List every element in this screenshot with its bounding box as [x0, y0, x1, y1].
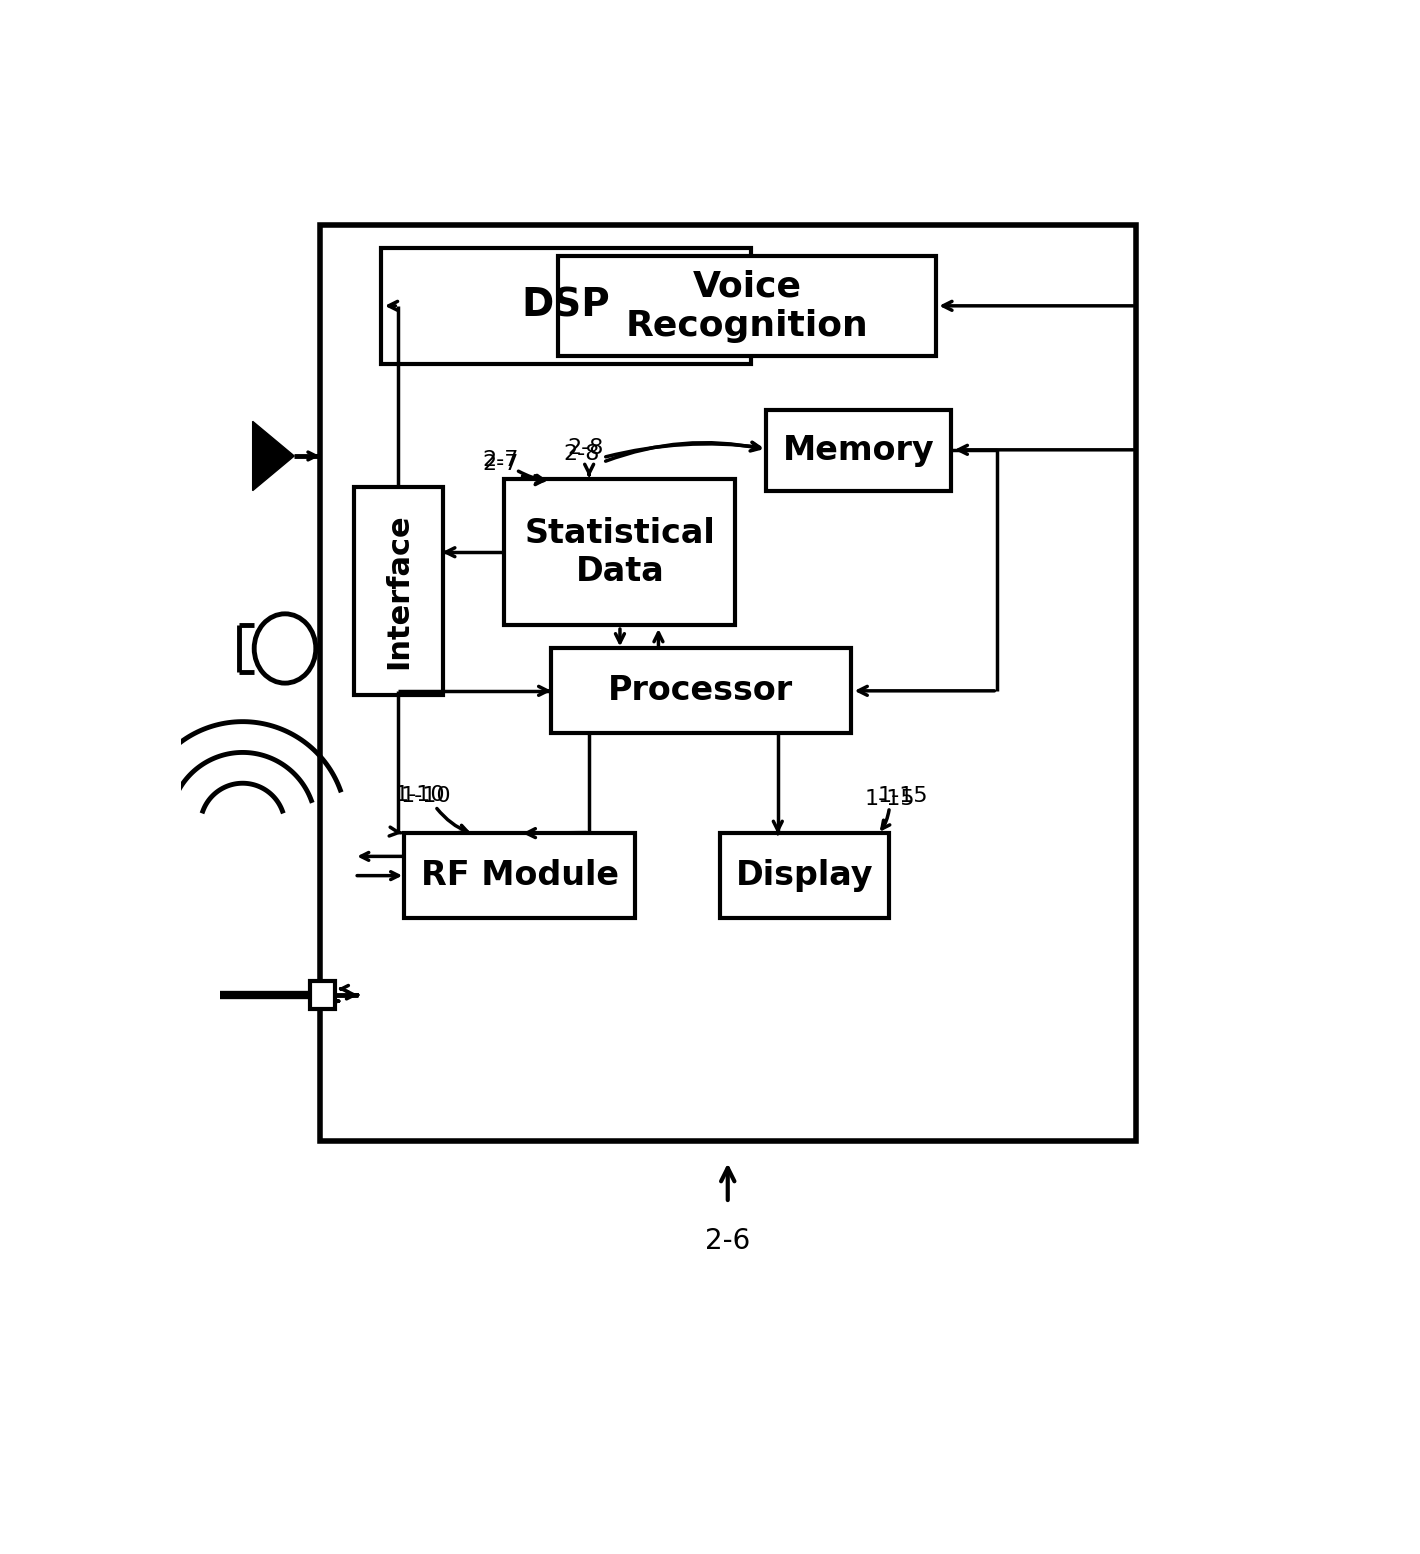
- Bar: [381, 249, 751, 364]
- Bar: [720, 833, 889, 918]
- Text: Statistical
Data: Statistical Data: [524, 516, 716, 587]
- Text: 1-10: 1-10: [395, 785, 444, 805]
- Bar: [355, 486, 443, 695]
- Bar: [405, 833, 635, 918]
- Bar: [558, 256, 936, 356]
- Bar: [551, 648, 851, 733]
- Bar: [311, 981, 335, 1009]
- Text: 2-7: 2-7: [483, 449, 518, 469]
- Text: 2-8: 2-8: [564, 444, 599, 465]
- Text: 1-10: 1-10: [400, 786, 452, 807]
- Text: 1-15: 1-15: [865, 788, 914, 808]
- Text: Processor: Processor: [608, 674, 794, 707]
- Bar: [504, 479, 736, 625]
- Bar: [767, 410, 951, 491]
- Text: 2-7: 2-7: [483, 454, 518, 474]
- Text: 2-6: 2-6: [706, 1228, 750, 1256]
- Bar: [320, 225, 1136, 1141]
- Text: RF Module: RF Module: [420, 859, 619, 892]
- Text: Memory: Memory: [782, 434, 934, 466]
- Text: Display: Display: [736, 859, 873, 892]
- Text: DSP: DSP: [521, 287, 611, 325]
- Text: Voice
Recognition: Voice Recognition: [626, 269, 869, 342]
- Polygon shape: [253, 421, 294, 491]
- Text: 2-8: 2-8: [567, 438, 604, 458]
- Text: 1-15: 1-15: [878, 786, 929, 807]
- Text: Interface: Interface: [383, 513, 413, 668]
